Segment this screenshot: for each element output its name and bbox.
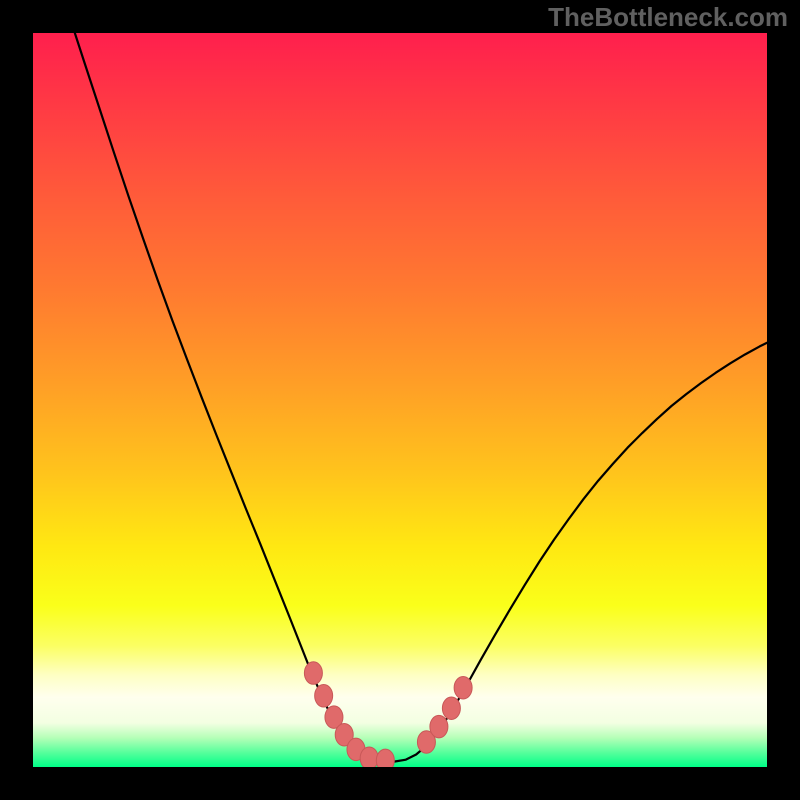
marker-point: [304, 662, 322, 685]
plot-area: [33, 33, 767, 767]
chart-container: TheBottleneck.com: [0, 0, 800, 800]
marker-point: [454, 676, 472, 699]
marker-point: [315, 685, 333, 708]
plot-svg: [33, 33, 767, 767]
marker-point: [360, 747, 378, 767]
watermark-text: TheBottleneck.com: [548, 2, 788, 33]
marker-point: [430, 715, 448, 738]
marker-point: [376, 749, 394, 767]
gradient-background: [33, 33, 767, 767]
marker-point: [442, 697, 460, 720]
